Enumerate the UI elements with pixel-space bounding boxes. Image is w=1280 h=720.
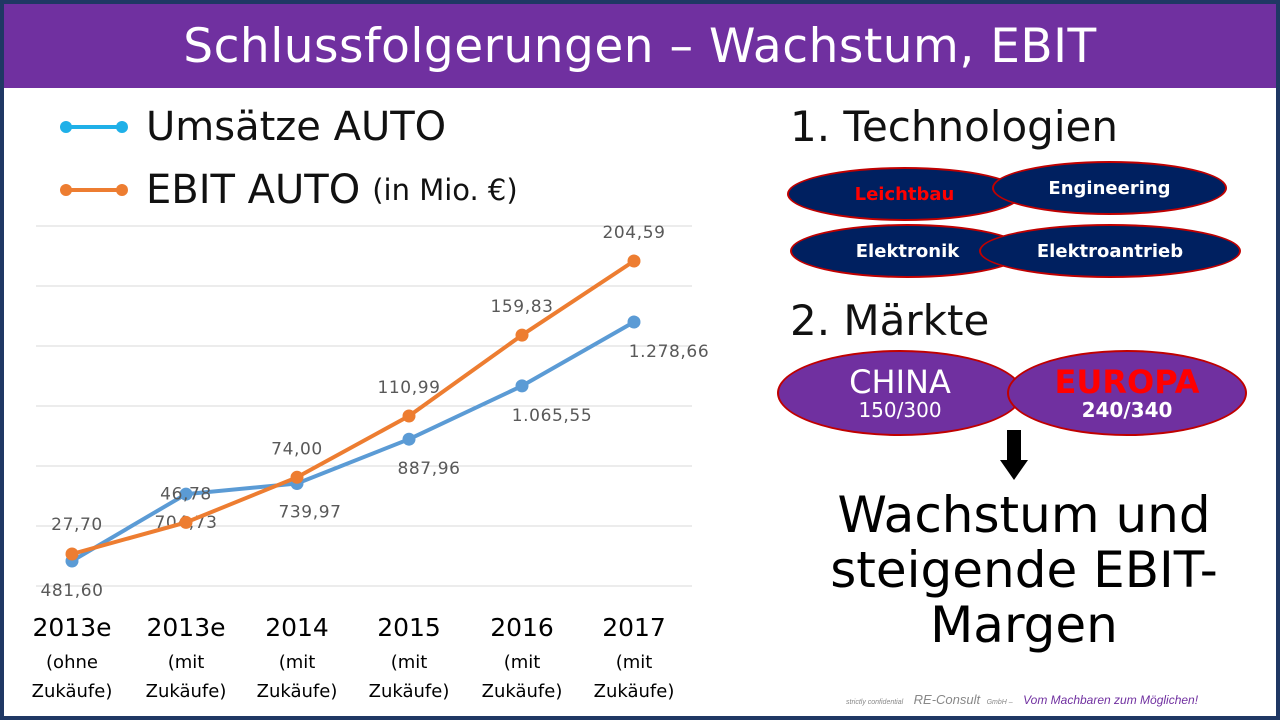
ebit-data-label-5: 204,59	[602, 223, 665, 243]
footer: strictly confidential RE-Consult GmbH – …	[846, 691, 1198, 709]
sales-point-1	[179, 487, 193, 501]
x-tick-note-3: Zukäufe)	[369, 681, 450, 702]
ebit-data-label-2: 74,00	[271, 439, 323, 459]
market-europa: EUROPA 240/340	[1007, 350, 1247, 436]
sales-point-4	[515, 379, 529, 393]
x-tick-note-5: Zukäufe)	[594, 681, 675, 702]
market-europa-ratio: 240/340	[1081, 398, 1173, 422]
technologies-heading: 1. Technologien	[790, 102, 1118, 151]
x-tick-label-2: 2014	[265, 613, 329, 642]
x-tick-label-1: 2013e	[146, 613, 225, 642]
conclusion-text: Wachstum und steigende EBIT- Margen	[794, 488, 1254, 653]
sales-point-5	[627, 315, 641, 329]
x-tick-label-0: 2013e	[32, 613, 111, 642]
x-tick-note-4: Zukäufe)	[482, 681, 563, 702]
x-tick-sublabel-3: (mit	[391, 652, 428, 673]
market-china-ratio: 150/300	[858, 398, 942, 422]
x-tick-note-2: Zukäufe)	[257, 681, 338, 702]
legend-item-sales: Umsätze AUTO	[60, 104, 447, 150]
ebit-point-0	[65, 547, 79, 561]
footer-gmbh: GmbH –	[986, 699, 1013, 706]
x-tick-sublabel-1: (mit	[168, 652, 205, 673]
market-china: CHINA 150/300	[777, 350, 1023, 436]
ebit-data-label-4: 159,83	[490, 297, 553, 317]
sales-series-line	[70, 320, 636, 563]
ebit-series-line	[70, 259, 636, 556]
x-tick-note-1: Zukäufe)	[146, 681, 227, 702]
x-tick-sublabel-4: (mit	[504, 652, 541, 673]
ebit-point-5	[627, 254, 641, 268]
sales-legend-line-icon	[60, 121, 128, 133]
x-tick-sublabel-0: (ohne	[46, 652, 98, 673]
x-tick-label-4: 2016	[490, 613, 554, 642]
title-bar: Schlussfolgerungen – Wachstum, EBIT	[4, 4, 1276, 88]
ebit-data-label-0: 27,70	[51, 515, 103, 535]
x-tick-sublabel-2: (mit	[279, 652, 316, 673]
slide-title: Schlussfolgerungen – Wachstum, EBIT	[183, 18, 1097, 74]
legend-item-ebit: EBIT AUTO (in Mio. €)	[60, 167, 518, 213]
x-tick-label-5: 2017	[602, 613, 666, 642]
conclusion-line-3: Margen	[930, 596, 1118, 654]
down-arrow-icon	[1000, 430, 1028, 482]
x-tick-label-3: 2015	[377, 613, 441, 642]
x-tick-sublabel-5: (mit	[616, 652, 653, 673]
ebit-data-label-1: 46,78	[160, 484, 212, 504]
legend-label-ebit: EBIT AUTO	[146, 167, 361, 213]
x-tick-note-0: Zukäufe)	[32, 681, 113, 702]
footer-slogan: Vom Machbaren zum Möglichen!	[1023, 693, 1199, 707]
ebit-data-label-3: 110,99	[377, 378, 440, 398]
legend-label-sales: Umsätze AUTO	[146, 104, 447, 150]
line-chart: 481,60704,73739,97887,961.065,551.278,66…	[32, 223, 710, 702]
footer-confidential: strictly confidential	[846, 699, 904, 706]
tech-pill-engineering: Engineering	[992, 161, 1227, 215]
sales-point-3	[402, 432, 416, 446]
sales-data-label-0: 481,60	[40, 581, 103, 601]
markets-heading: 2. Märkte	[790, 296, 990, 345]
sales-data-label-5: 1.278,66	[629, 342, 710, 362]
sales-data-label-3: 887,96	[397, 459, 460, 479]
conclusion-line-1: Wachstum und	[837, 486, 1211, 544]
ebit-point-2	[290, 470, 304, 484]
ebit-point-3	[402, 409, 416, 423]
ebit-point-4	[515, 328, 529, 342]
sales-data-label-2: 739,97	[278, 503, 341, 523]
legend-unit: (in Mio. €)	[372, 173, 518, 207]
tech-pill-elektroantrieb: Elektroantrieb	[979, 224, 1241, 278]
ebit-point-1	[179, 515, 193, 529]
sales-data-label-4: 1.065,55	[512, 406, 593, 426]
conclusion-line-2: steigende EBIT-	[830, 541, 1218, 599]
tech-pill-leichtbau: Leichtbau	[787, 167, 1022, 221]
footer-company: RE-Consult	[913, 692, 981, 707]
ebit-legend-line-icon	[60, 184, 128, 196]
market-china-name: CHINA	[849, 363, 951, 401]
market-europa-name: EUROPA	[1054, 363, 1200, 401]
